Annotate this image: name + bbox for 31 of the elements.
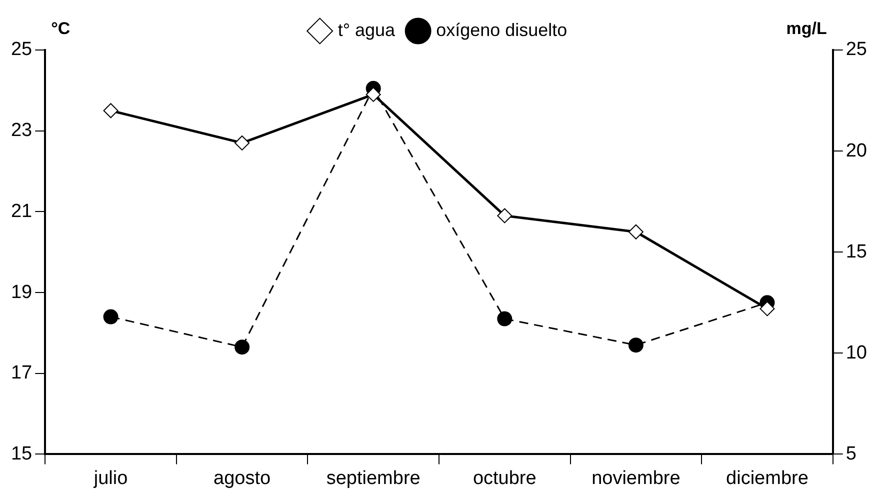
point [234,340,250,355]
point [103,103,118,118]
y-tick-label: 21 [10,200,32,222]
y2-tick-label: 15 [846,241,868,262]
y2-tick-label: 10 [846,342,868,364]
point [628,224,644,240]
legend-label: t° agua [338,20,396,40]
x-tick-label: noviembre [592,468,680,489]
x-tick-label: julio [92,468,128,489]
y-tick-label: 19 [10,282,32,303]
y-tick-label: 23 [10,120,32,142]
y2-axis-title: mg/L [786,19,827,38]
point [234,135,250,150]
x-tick-label: diciembre [726,468,808,489]
point [103,309,118,324]
y-tick-label: 17 [10,362,32,384]
point [497,311,512,326]
y-tick-label: 25 [10,39,32,60]
y-axis-title: °C [51,19,70,38]
y-tick-label: 15 [10,443,32,464]
y2-tick-label: 25 [846,39,868,60]
y2-tick-label: 20 [846,140,868,162]
point [760,301,775,316]
point [628,338,644,353]
point [497,208,512,224]
point [366,86,381,102]
x-tick-label: agosto [214,468,271,489]
legend-label: oxígeno disuelto [436,20,568,40]
x-tick-label: septiembre [326,468,420,489]
y2-tick-label: 5 [846,443,856,464]
x-tick-label: octubre [472,468,536,489]
